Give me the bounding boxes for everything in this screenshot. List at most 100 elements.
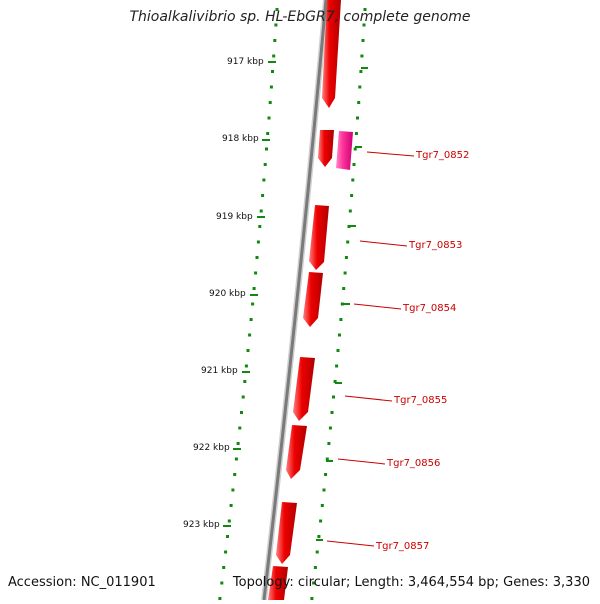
- tick-dot: [263, 163, 267, 166]
- gene-arrow[interactable]: [322, 0, 341, 108]
- tick-dot: [340, 302, 344, 306]
- tick-dot: [218, 597, 222, 600]
- kbp-scale: 917 kbp 918 kbp 919 kbp 920 kbp 921 kbp …: [183, 57, 276, 530]
- tick-dot: [265, 147, 268, 151]
- tick-dot: [315, 550, 319, 554]
- tick-dot: [258, 225, 262, 228]
- tick-dot: [236, 442, 240, 445]
- tick-dot: [359, 70, 363, 73]
- tick-dot: [254, 271, 258, 275]
- tick-dot: [233, 473, 237, 476]
- gene-label-tgr7-0855[interactable]: Tgr7_0855: [393, 395, 447, 406]
- tick-dot: [234, 457, 238, 461]
- tick-dot: [354, 132, 358, 135]
- tick-dot: [249, 318, 253, 321]
- tick-dot: [333, 380, 337, 383]
- tick-dot: [243, 380, 247, 383]
- gene-labels: Tgr7_0852 Tgr7_0853 Tgr7_0854 Tgr7_0855 …: [326, 150, 469, 552]
- tick-dot: [344, 256, 348, 259]
- gene-label-tgr7-0853[interactable]: Tgr7_0853: [408, 240, 462, 251]
- gene-arrow-tgr7-0852[interactable]: [318, 130, 334, 167]
- tick-dot: [320, 504, 324, 507]
- tick-dot: [268, 101, 272, 104]
- tick-dot: [246, 349, 250, 352]
- tick-dot: [322, 488, 326, 492]
- tick-dot: [256, 240, 260, 244]
- tick-dot: [363, 8, 367, 11]
- kbp-label: 923 kbp: [183, 520, 220, 530]
- tick-dot: [262, 178, 266, 182]
- kbp-label: 922 kbp: [193, 443, 230, 453]
- tick-dot: [362, 23, 366, 27]
- gene-arrow-tgr7-0856[interactable]: [286, 425, 307, 479]
- tick-dot: [272, 54, 276, 58]
- tick-dot: [274, 23, 278, 27]
- tick-dot: [330, 411, 334, 414]
- tick-dot: [255, 256, 259, 259]
- tick-dot: [350, 194, 354, 197]
- gene-label-tgr7-0854[interactable]: Tgr7_0854: [402, 303, 456, 314]
- tick-dot: [332, 395, 335, 399]
- tick-dot: [251, 302, 255, 306]
- tick-dot: [328, 426, 332, 430]
- tick-dot: [241, 395, 245, 399]
- tick-dot: [360, 54, 364, 58]
- gene-arrow-tgr7-0853[interactable]: [309, 205, 329, 270]
- tick-dot: [231, 488, 235, 492]
- tick-dot: [325, 457, 329, 461]
- tick-dot: [229, 504, 233, 507]
- tick-dot: [358, 85, 362, 89]
- accession-text: Accession: NC_011901: [8, 575, 156, 590]
- tick-dot: [252, 287, 256, 290]
- tick-dot: [227, 519, 231, 523]
- tick-dot: [352, 163, 356, 166]
- tick-dot: [261, 194, 265, 197]
- kbp-label: 920 kbp: [209, 289, 246, 299]
- gene-label-tgr7-0857[interactable]: Tgr7_0857: [375, 541, 429, 552]
- gene-arrow[interactable]: [268, 566, 288, 600]
- tick-dot: [342, 287, 346, 290]
- kbp-label: 917 kbp: [227, 57, 264, 67]
- kbp-label: 921 kbp: [201, 366, 238, 376]
- gene-arrow-tgr7-0855[interactable]: [293, 357, 315, 421]
- tick-dot: [226, 535, 229, 538]
- tick-dot: [339, 318, 343, 321]
- gene-arrow-highlight[interactable]: [336, 131, 353, 170]
- gene-label-tgr7-0852[interactable]: Tgr7_0852: [415, 150, 469, 161]
- tick-dot: [343, 271, 347, 275]
- tick-dot: [346, 240, 350, 244]
- tick-dot: [220, 581, 224, 585]
- tick-dot: [222, 566, 226, 569]
- tick-dot: [259, 209, 263, 213]
- tick-dot: [319, 519, 323, 523]
- tick-dot: [361, 39, 365, 42]
- tick-dot: [248, 333, 252, 337]
- tick-dot: [327, 442, 331, 445]
- gene-label-tgr7-0856[interactable]: Tgr7_0856: [386, 458, 440, 469]
- genome-backbone-core: [262, 0, 328, 601]
- tick-dot: [271, 70, 274, 73]
- tick-dot: [356, 116, 359, 120]
- tick-dot: [269, 85, 273, 89]
- kbp-label: 918 kbp: [222, 134, 259, 144]
- tick-dot: [357, 101, 361, 104]
- tick-dot: [224, 550, 228, 554]
- tick-dot: [313, 566, 317, 569]
- tick-dot: [335, 364, 339, 368]
- outer-scale-dashes: [316, 67, 368, 541]
- tick-dot: [273, 39, 277, 42]
- tick-dot: [238, 426, 242, 430]
- gene-arrow-tgr7-0857[interactable]: [276, 502, 297, 564]
- tick-dot: [336, 349, 340, 352]
- gene-arrow-tgr7-0854[interactable]: [303, 272, 323, 327]
- tick-dot: [338, 333, 341, 337]
- tick-dot: [353, 147, 357, 151]
- tick-dot: [310, 597, 314, 600]
- tick-dot: [312, 581, 316, 585]
- tick-dot: [244, 364, 248, 368]
- genome-summary-text: Topology: circular; Length: 3,464,554 bp…: [232, 575, 590, 590]
- outer-tick-track: [310, 8, 367, 600]
- tick-dot: [348, 209, 352, 213]
